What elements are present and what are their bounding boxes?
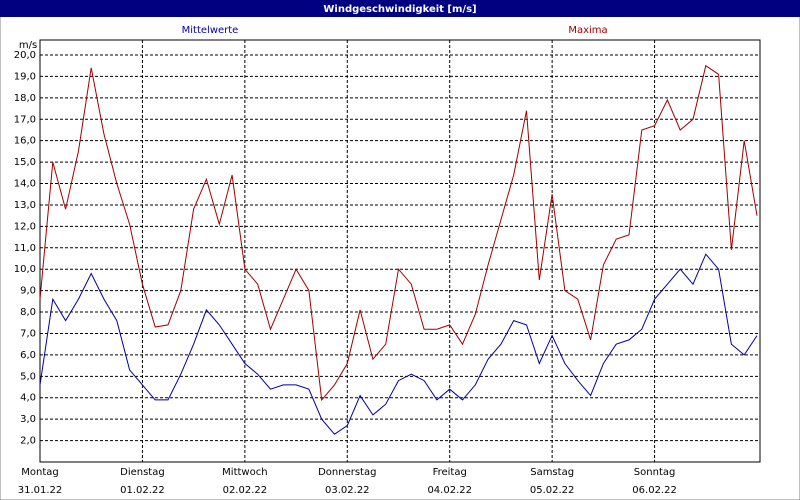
x-tick-date: 31.01.22 <box>18 485 63 496</box>
y-tick-label: 3,0 <box>20 414 36 425</box>
y-tick-label: 12,0 <box>14 221 36 232</box>
x-tick-date: 05.02.22 <box>530 485 575 496</box>
y-tick-label: 9,0 <box>20 286 36 297</box>
y-tick-label: 7,0 <box>20 328 36 339</box>
y-tick-label: 20,0 <box>14 50 36 61</box>
x-tick-date: 04.02.22 <box>427 485 472 496</box>
y-tick-label: 2,0 <box>20 436 36 447</box>
x-tick-date: 06.02.22 <box>632 485 677 496</box>
y-tick-label: 4,0 <box>20 393 36 404</box>
x-tick-date: 03.02.22 <box>325 485 370 496</box>
x-tick-label: Freitag <box>433 467 467 478</box>
x-tick-date: 02.02.22 <box>223 485 268 496</box>
x-tick-label: Donnerstag <box>318 467 376 478</box>
x-tick-label: Mittwoch <box>222 467 267 478</box>
legend-entry: Mittelwerte <box>182 25 239 36</box>
y-tick-label: 16,0 <box>14 136 36 147</box>
y-tick-label: 15,0 <box>14 157 36 168</box>
x-tick-label: Montag <box>21 467 58 478</box>
x-tick-label: Sonntag <box>634 467 676 478</box>
y-tick-label: 18,0 <box>14 93 36 104</box>
x-tick-date: 01.02.22 <box>120 485 165 496</box>
title-bar <box>0 0 800 17</box>
y-tick-label: 6,0 <box>20 350 36 361</box>
chart-title: Windgeschwindigkeit [m/s] <box>323 4 476 15</box>
y-tick-label: 14,0 <box>14 179 36 190</box>
y-tick-label: 5,0 <box>20 371 36 382</box>
y-tick-label: 11,0 <box>14 243 36 254</box>
x-tick-label: Dienstag <box>120 467 165 478</box>
series-line <box>39 253 758 435</box>
plot-area <box>39 39 761 463</box>
legend-entry: Maxima <box>568 25 607 36</box>
y-tick-label: 10,0 <box>14 264 36 275</box>
y-tick-label: 19,0 <box>14 71 36 82</box>
y-tick-label: 8,0 <box>20 307 36 318</box>
y-tick-label: 17,0 <box>14 114 36 125</box>
y-tick-label: 13,0 <box>14 200 36 211</box>
series-line <box>39 64 758 402</box>
y-axis-label: m/s <box>19 40 37 51</box>
x-tick-label: Samstag <box>530 467 574 478</box>
